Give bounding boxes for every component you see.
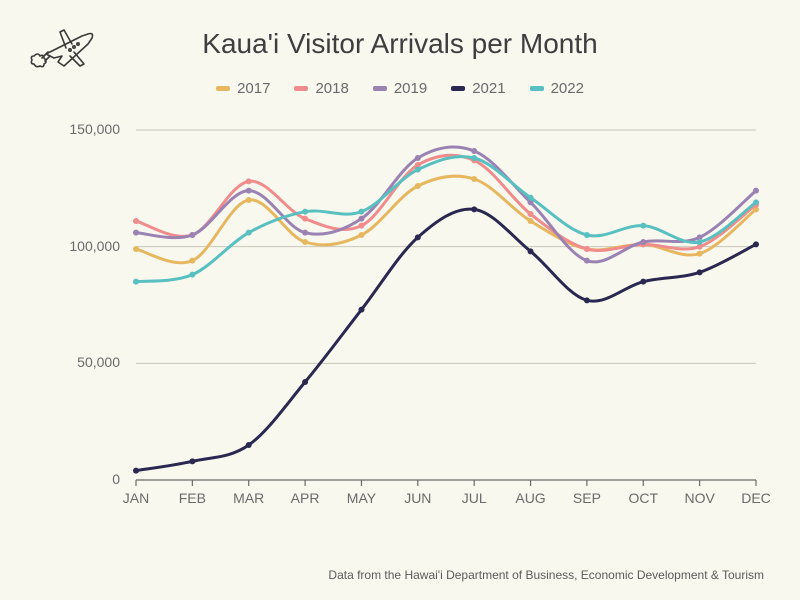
x-axis-label: JUN (394, 490, 442, 506)
data-point (584, 246, 590, 252)
data-point (246, 178, 252, 184)
legend-label: 2018 (315, 80, 348, 97)
data-point (415, 167, 421, 173)
x-axis-label: SEP (563, 490, 611, 506)
data-point (302, 379, 308, 385)
data-point (471, 206, 477, 212)
y-axis-label: 100,000 (50, 238, 120, 254)
data-point (528, 211, 534, 217)
data-point (697, 251, 703, 257)
x-axis-label: DEC (732, 490, 780, 506)
legend-item: 2022 (530, 80, 584, 97)
data-point (189, 258, 195, 264)
data-point (415, 155, 421, 161)
data-point (358, 223, 364, 229)
data-point (471, 155, 477, 161)
x-axis-label: NOV (676, 490, 724, 506)
data-point (753, 188, 759, 194)
legend-swatch (373, 86, 387, 91)
data-point (302, 239, 308, 245)
legend: 2017 2018 2019 2021 2022 (0, 80, 800, 97)
data-point (246, 442, 252, 448)
x-axis-label: APR (281, 490, 329, 506)
data-point (528, 195, 534, 201)
data-point (584, 258, 590, 264)
legend-label: 2019 (394, 80, 427, 97)
data-point (302, 230, 308, 236)
series-line (136, 176, 756, 263)
data-point (697, 269, 703, 275)
x-axis-label: JAN (112, 490, 160, 506)
data-point (415, 234, 421, 240)
data-point (753, 199, 759, 205)
data-point (584, 297, 590, 303)
data-point (133, 230, 139, 236)
legend-label: 2017 (237, 80, 270, 97)
data-point (415, 183, 421, 189)
chart-svg (46, 110, 766, 520)
legend-swatch (451, 86, 465, 91)
data-point (640, 223, 646, 229)
legend-item: 2018 (294, 80, 348, 97)
x-axis-label: MAY (337, 490, 385, 506)
data-point (471, 148, 477, 154)
chart-area: 0 50,000 100,000 150,000 JAN FEB MAR APR MAY JUN J… (46, 110, 766, 520)
data-point (697, 239, 703, 245)
data-point (471, 176, 477, 182)
data-point (358, 216, 364, 222)
data-point (189, 232, 195, 238)
data-point (246, 230, 252, 236)
legend-swatch (294, 86, 308, 91)
legend-item: 2021 (451, 80, 505, 97)
data-point (133, 218, 139, 224)
data-point (246, 197, 252, 203)
chart-title: Kaua'i Visitor Arrivals per Month (0, 28, 800, 60)
series-line (136, 147, 756, 262)
x-axis-label: OCT (619, 490, 667, 506)
data-point (528, 218, 534, 224)
data-point (302, 209, 308, 215)
x-axis-label: AUG (507, 490, 555, 506)
data-credit: Data from the Hawai'i Department of Busi… (328, 568, 764, 582)
data-point (133, 246, 139, 252)
legend-label: 2021 (472, 80, 505, 97)
legend-label: 2022 (551, 80, 584, 97)
legend-item: 2017 (216, 80, 270, 97)
chart-container: Kaua'i Visitor Arrivals per Month 201720… (0, 0, 800, 600)
data-point (133, 468, 139, 474)
y-axis-label: 50,000 (50, 354, 120, 370)
data-point (640, 279, 646, 285)
data-point (189, 272, 195, 278)
legend-swatch (216, 86, 230, 91)
data-point (189, 458, 195, 464)
data-point (302, 216, 308, 222)
x-axis-label: FEB (168, 490, 216, 506)
legend-item: 2019 (373, 80, 427, 97)
data-point (640, 239, 646, 245)
series-line (136, 157, 756, 282)
data-point (133, 279, 139, 285)
data-point (584, 232, 590, 238)
data-point (358, 307, 364, 313)
x-axis-label: MAR (225, 490, 273, 506)
data-point (358, 232, 364, 238)
x-axis-label: JUL (450, 490, 498, 506)
data-point (528, 248, 534, 254)
y-axis-label: 150,000 (50, 121, 120, 137)
data-point (753, 241, 759, 247)
data-point (358, 209, 364, 215)
legend-swatch (530, 86, 544, 91)
data-point (246, 188, 252, 194)
y-axis-label: 0 (50, 471, 120, 487)
